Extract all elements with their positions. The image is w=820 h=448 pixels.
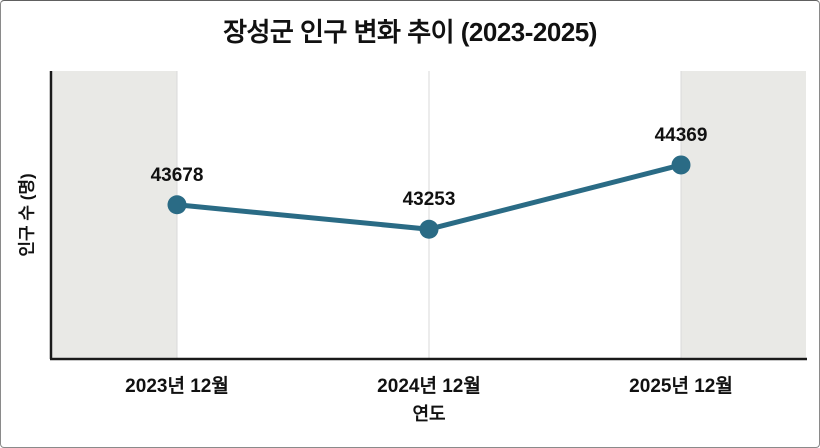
data-point-1	[419, 219, 439, 239]
data-point-2	[671, 155, 691, 175]
x-tick-1: 2024년 12월	[377, 376, 481, 397]
x-tick-2: 2025년 12월	[629, 376, 733, 397]
x-tick-0: 2023년 12월	[125, 376, 229, 397]
value-label-2: 44369	[654, 124, 708, 146]
right-margin-band	[681, 71, 806, 358]
y-axis-label: 인구 수 (명)	[17, 173, 37, 257]
data-point-0	[167, 195, 187, 215]
x-axis-label: 연도	[412, 404, 446, 424]
left-margin-band	[52, 71, 177, 358]
chart-title: 장성군 인구 변화 추이 (2023-2025)	[223, 17, 597, 47]
value-label-1: 43253	[402, 189, 456, 211]
value-label-0: 43678	[150, 164, 204, 186]
